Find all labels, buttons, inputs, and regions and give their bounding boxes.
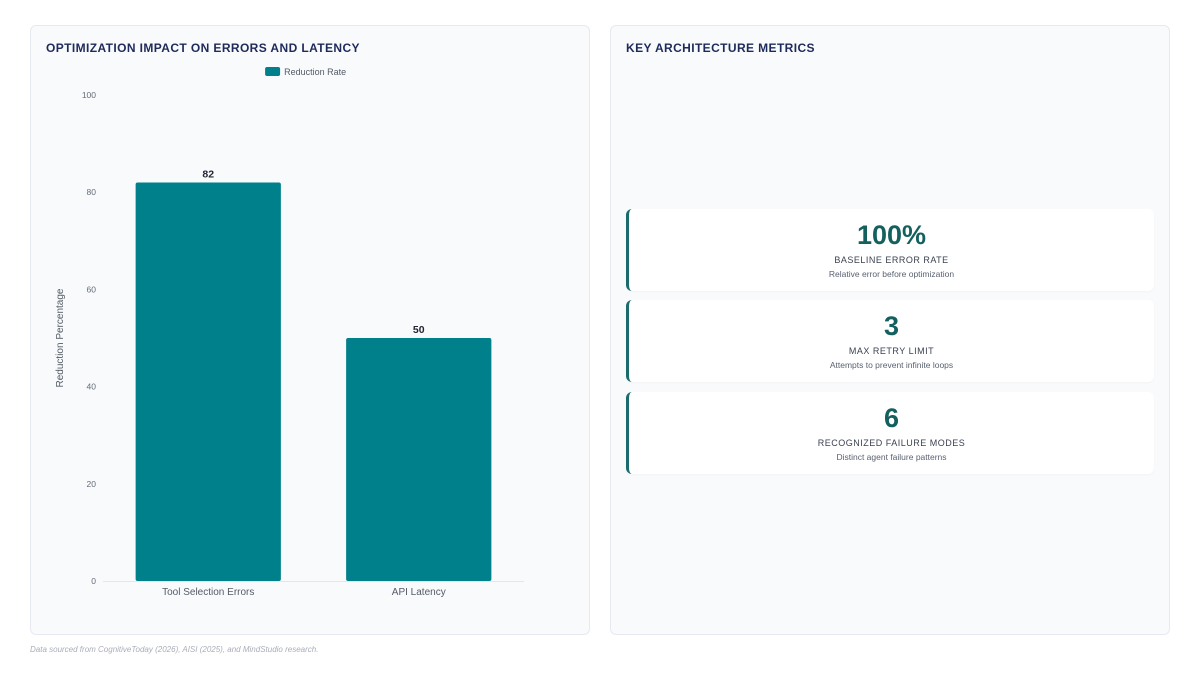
metric-description: Relative error before optimization	[828, 269, 955, 279]
bar-chart: 0 20 40 60 80 100 Reduction Percentage 82 Tool S…	[55, 67, 524, 598]
metric-card-recognized-failure-modes: 6 RECOGNIZED FAILURE MODES Distinct agen…	[626, 392, 1154, 474]
metric-description: Attempts to prevent infinite loops	[829, 360, 954, 370]
data-label: 82	[202, 168, 214, 180]
metric-value: 3	[883, 311, 900, 341]
y-tick-label: 60	[87, 284, 97, 294]
metric-value: 100%	[856, 220, 927, 250]
metrics-panel: KEY ARCHITECTURE METRICS 100% BASELINE E…	[610, 25, 1170, 635]
y-tick-label: 80	[87, 187, 97, 197]
x-tick-label: API Latency	[392, 587, 446, 598]
metric-label: BASELINE ERROR RATE	[834, 255, 949, 265]
y-tick-label: 100	[82, 90, 96, 100]
y-tick-label: 0	[91, 576, 96, 586]
source-footnote: Data sourced from CognitiveToday (2026),…	[30, 645, 319, 654]
chart-panel: OPTIMIZATION IMPACT ON ERRORS AND LATENC…	[30, 25, 590, 635]
bar-api-latency	[346, 338, 492, 581]
metric-card-baseline-error-rate: 100% BASELINE ERROR RATE Relative error …	[626, 209, 1154, 291]
y-tick-label: 40	[87, 382, 97, 392]
metric-label: RECOGNIZED FAILURE MODES	[817, 438, 966, 448]
data-label: 50	[413, 324, 425, 336]
metric-value: 6	[883, 403, 900, 433]
metrics-title: KEY ARCHITECTURE METRICS	[626, 41, 815, 55]
metric-label: MAX RETRY LIMIT	[848, 346, 935, 356]
legend-label: Reduction Rate	[284, 67, 346, 77]
legend-swatch	[265, 67, 281, 76]
metric-description: Distinct agent failure patterns	[836, 452, 947, 462]
bar-tool-selection-errors	[135, 182, 281, 582]
metric-card-max-retry-limit: 3 MAX RETRY LIMIT Attempts to prevent in…	[626, 300, 1154, 382]
y-tick-label: 20	[87, 479, 97, 489]
y-axis-title: Reduction Percentage	[55, 288, 66, 387]
x-tick-label: Tool Selection Errors	[162, 587, 254, 598]
chart-title: OPTIMIZATION IMPACT ON ERRORS AND LATENC…	[46, 41, 360, 55]
